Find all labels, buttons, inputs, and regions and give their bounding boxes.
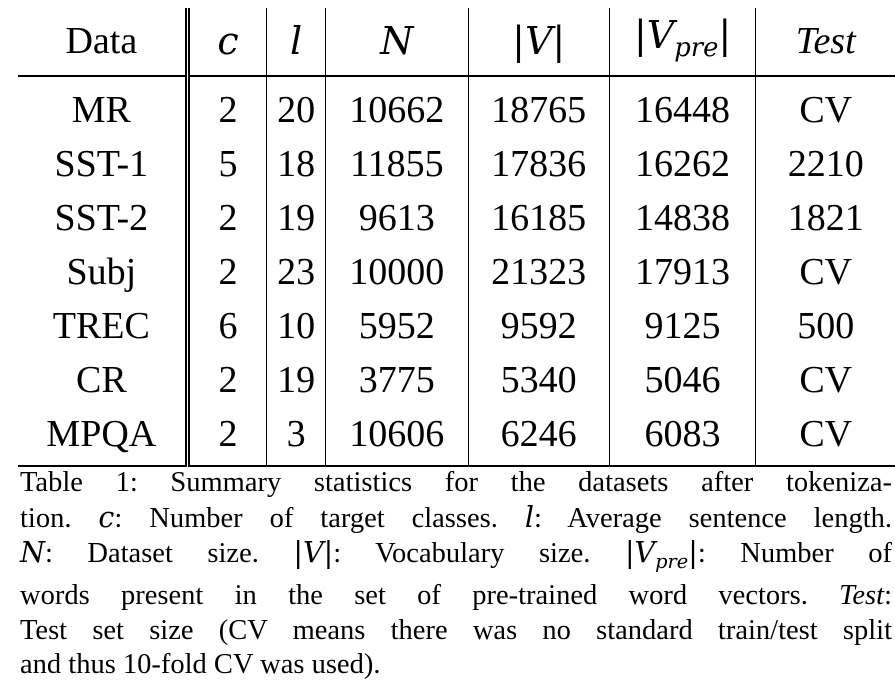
table-row: Subj 2 23 10000 21323 17913 CV (18, 244, 895, 299)
table-row: SST-2 2 19 9613 16185 14838 1821 (18, 190, 895, 245)
caption-line-5: Test set size (CV means there was no sta… (20, 614, 892, 649)
caption-math-v: |V| (293, 536, 334, 569)
table-cell-data: SST-1 (18, 136, 190, 191)
table-cell-vpre: 17913 (609, 244, 757, 299)
caption-line-3: N: Dataset size. |V|: Vocabulary size. |… (20, 536, 892, 579)
table-row: CR 2 19 3775 5340 5046 CV (18, 352, 895, 407)
table-cell-n: 10606 (325, 406, 469, 466)
table-cell-test: CV (799, 88, 853, 131)
header-vpre-sub: pre (674, 32, 719, 63)
table-cell-n: 3775 (325, 352, 469, 407)
table-cell-l: 18 (266, 136, 326, 191)
table-cell-test: 1821 (787, 196, 864, 239)
caption-line-4: words present in the set of pre-trained … (20, 579, 892, 614)
table-cell-vpre: 6083 (609, 406, 757, 466)
caption-math-c: c (98, 500, 115, 534)
table-cell-c: 2 (187, 190, 268, 245)
caption-math-vpre: |Vpre| (624, 536, 698, 573)
table-header: Data c l N |V| |Vpre| Test (18, 8, 895, 76)
table-cell-data: CR (18, 352, 190, 407)
caption-math-n: N (20, 536, 45, 569)
table-cell-v: 17836 (468, 136, 610, 191)
caption-vpre-close: | (688, 536, 698, 569)
table-cell-c: 2 (187, 406, 268, 466)
table-cell-test: 2210 (787, 142, 864, 185)
table-cell-test: CV (799, 250, 853, 293)
table-caption: Table 1: Summary statistics for the data… (20, 466, 892, 683)
caption-math-l: l (524, 500, 534, 534)
table-cell-v: 5340 (468, 352, 610, 407)
header-vpre-close: | (718, 13, 732, 57)
table-cell-c: 6 (187, 298, 268, 353)
table-cell-data: SST-2 (18, 190, 190, 245)
header-n: N (325, 8, 469, 76)
caption-vpre-sub: pre (655, 549, 689, 573)
table-body: MR 2 20 10662 18765 16448 CV SST-1 5 18 11855 17836… (18, 75, 895, 466)
header-vpre: |Vpre| (609, 8, 757, 76)
caption-text: Table 1: Summary statistics for the data… (20, 467, 892, 498)
header-c: c (187, 8, 268, 76)
table-cell-vpre: 5046 (609, 352, 757, 407)
table-cell-v: 6246 (468, 406, 610, 466)
table-cell-c: 5 (187, 136, 268, 191)
table-cell-l: 20 (266, 75, 326, 137)
header-test: Test (795, 20, 856, 63)
table-cell-n: 9613 (325, 190, 469, 245)
table-cell-vpre: 16448 (609, 75, 757, 137)
table-cell-vpre: 16262 (609, 136, 757, 191)
table-cell-l: 10 (266, 298, 326, 353)
header-vpre-open: |V (633, 13, 675, 57)
caption-text: : Number of (697, 538, 892, 569)
table-cell-test: CV (799, 412, 853, 455)
caption-vpre-open: |V (624, 536, 656, 569)
table-cell-test: 500 (797, 304, 855, 347)
header-v: |V| (468, 8, 610, 76)
table-cell-c: 2 (187, 244, 268, 299)
table-cell-n: 11855 (325, 136, 469, 191)
header-data: Data (18, 8, 190, 76)
table-cell-l: 3 (266, 406, 326, 466)
table-cell-n: 10662 (325, 75, 469, 137)
caption-text: tion. (20, 502, 99, 534)
table-cell-vpre: 14838 (609, 190, 757, 245)
table-row: MR 2 20 10662 18765 16448 CV (18, 75, 895, 137)
caption-text: : (884, 580, 892, 612)
caption-text: and thus 10-fold CV was used). (20, 649, 381, 681)
table-cell-v: 18765 (468, 75, 610, 137)
caption-line-1: Table 1: Summary statistics for the data… (20, 466, 892, 501)
caption-text: : Vocabulary size. (333, 538, 625, 569)
table-cell-v: 21323 (468, 244, 610, 299)
table-cell-data: Subj (18, 244, 190, 299)
table-cell-c: 2 (187, 75, 268, 137)
table-row: SST-1 5 18 11855 17836 16262 2210 (18, 136, 895, 191)
table-cell-vpre: 9125 (609, 298, 757, 353)
table-cell-l: 19 (266, 352, 326, 407)
header-l: l (266, 8, 326, 76)
table-cell-l: 23 (266, 244, 326, 299)
table-cell-n: 10000 (325, 244, 469, 299)
table-cell-v: 9592 (468, 298, 610, 353)
table-cell-n: 5952 (325, 298, 469, 353)
table-row: TREC 6 10 5952 9592 9125 500 (18, 298, 895, 353)
table-cell-l: 19 (266, 190, 326, 245)
table-cell-test: CV (799, 358, 853, 401)
header-row: Data c l N |V| |Vpre| Test (18, 8, 895, 76)
caption-test-italic: Test (839, 580, 885, 612)
caption-text: Test set size (CV means there was no sta… (20, 614, 892, 646)
caption-line-6: and thus 10-fold CV was used). (20, 648, 892, 683)
statistics-table-container: Data c l N |V| |Vpre| Test MR 2 20 10662 187… (18, 8, 895, 467)
caption-line-2: tion. c: Number of target classes. l: Av… (20, 501, 892, 537)
caption-text: : Average sentence length. (533, 502, 892, 534)
table-cell-data: MR (18, 75, 190, 137)
table-cell-data: MPQA (18, 406, 190, 466)
table-cell-data: TREC (18, 298, 190, 353)
table-cell-v: 16185 (468, 190, 610, 245)
caption-text: : Dataset size. (44, 538, 294, 569)
caption-text: words present in the set of pre-trained … (20, 580, 840, 612)
table-row: MPQA 2 3 10606 6246 6083 CV (18, 406, 895, 466)
dataset-statistics-table: Data c l N |V| |Vpre| Test MR 2 20 10662 187… (18, 8, 895, 467)
table-cell-c: 2 (187, 352, 268, 407)
caption-text: : Number of target classes. (114, 502, 525, 534)
